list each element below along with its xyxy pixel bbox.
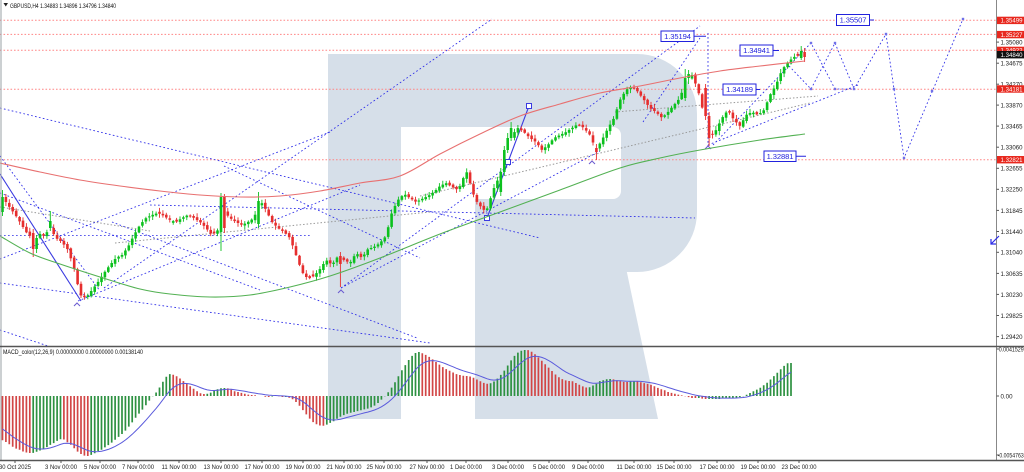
svg-text:1.29825: 1.29825 — [1001, 313, 1023, 320]
svg-text:25 Nov 00:00: 25 Nov 00:00 — [367, 464, 402, 471]
svg-text:1.35080: 1.35080 — [1001, 40, 1023, 47]
svg-text:5 Dec 00:00: 5 Dec 00:00 — [533, 464, 565, 471]
svg-text:1.29420: 1.29420 — [1001, 334, 1023, 341]
svg-text:9 Dec 00:00: 9 Dec 00:00 — [572, 464, 604, 471]
svg-text:-0.0054763: -0.0054763 — [998, 452, 1024, 459]
svg-text:27 Nov 00:00: 27 Nov 00:00 — [410, 464, 445, 471]
svg-text:1.30635: 1.30635 — [1001, 271, 1023, 278]
svg-text:1.35194: 1.35194 — [664, 32, 691, 41]
svg-text:1.30230: 1.30230 — [1001, 292, 1023, 299]
svg-text:5 Nov 00:00: 5 Nov 00:00 — [84, 464, 116, 471]
svg-text:1.31040: 1.31040 — [1001, 250, 1023, 257]
svg-text:1.34675: 1.34675 — [1001, 61, 1023, 68]
svg-text:1.32655: 1.32655 — [1001, 166, 1023, 173]
svg-text:3 Dec 00:00: 3 Dec 00:00 — [492, 464, 524, 471]
svg-text:MACD_color(12,26,9) 0.00000000: MACD_color(12,26,9) 0.00000000 0.0000000… — [3, 349, 143, 356]
svg-text:1.33870: 1.33870 — [1001, 103, 1023, 110]
svg-text:1.33465: 1.33465 — [1001, 124, 1023, 131]
svg-text:21 Nov 00:00: 21 Nov 00:00 — [327, 464, 362, 471]
svg-text:0.0041529: 0.0041529 — [999, 346, 1024, 353]
svg-text:19 Nov 00:00: 19 Nov 00:00 — [286, 464, 321, 471]
svg-text:7 Nov 00:00: 7 Nov 00:00 — [122, 464, 154, 471]
svg-text:GBPUSD,H4 1.34883 1.34896 1.3: GBPUSD,H4 1.34883 1.34896 1.34796 1.3484… — [10, 3, 116, 10]
svg-text:3 Nov 00:00: 3 Nov 00:00 — [45, 464, 77, 471]
svg-text:1.34270: 1.34270 — [1001, 82, 1023, 89]
svg-text:1.32250: 1.32250 — [1001, 187, 1023, 194]
svg-text:1.34941: 1.34941 — [743, 46, 770, 55]
svg-text:13 Nov 00:00: 13 Nov 00:00 — [204, 464, 239, 471]
svg-text:17 Dec 00:00: 17 Dec 00:00 — [700, 464, 735, 471]
svg-text:1.31440: 1.31440 — [1001, 229, 1023, 236]
svg-text:0.00: 0.00 — [1001, 393, 1013, 400]
svg-text:17 Nov 00:00: 17 Nov 00:00 — [245, 464, 280, 471]
svg-text:30 Oct 2025: 30 Oct 2025 — [0, 464, 31, 471]
svg-text:23 Dec 00:00: 23 Dec 00:00 — [782, 464, 817, 471]
svg-text:1.34840: 1.34840 — [1001, 52, 1023, 59]
svg-text:19 Dec 00:00: 19 Dec 00:00 — [741, 464, 776, 471]
svg-text:1.33060: 1.33060 — [1001, 145, 1023, 152]
svg-text:1 Dec 00:00: 1 Dec 00:00 — [450, 464, 482, 471]
svg-text:15 Dec 00:00: 15 Dec 00:00 — [657, 464, 692, 471]
svg-text:11 Nov 00:00: 11 Nov 00:00 — [162, 464, 197, 471]
svg-text:1.35507: 1.35507 — [840, 16, 867, 25]
svg-text:1.34189: 1.34189 — [726, 85, 753, 94]
svg-text:1.35227: 1.35227 — [1001, 32, 1023, 39]
svg-text:1.35499: 1.35499 — [1001, 18, 1023, 25]
svg-text:1.31845: 1.31845 — [1001, 208, 1023, 215]
svg-text:1.34181: 1.34181 — [1001, 86, 1023, 93]
svg-text:1.32821: 1.32821 — [1001, 157, 1023, 164]
svg-text:1.32881: 1.32881 — [767, 152, 794, 161]
svg-text:11 Dec 00:00: 11 Dec 00:00 — [617, 464, 652, 471]
